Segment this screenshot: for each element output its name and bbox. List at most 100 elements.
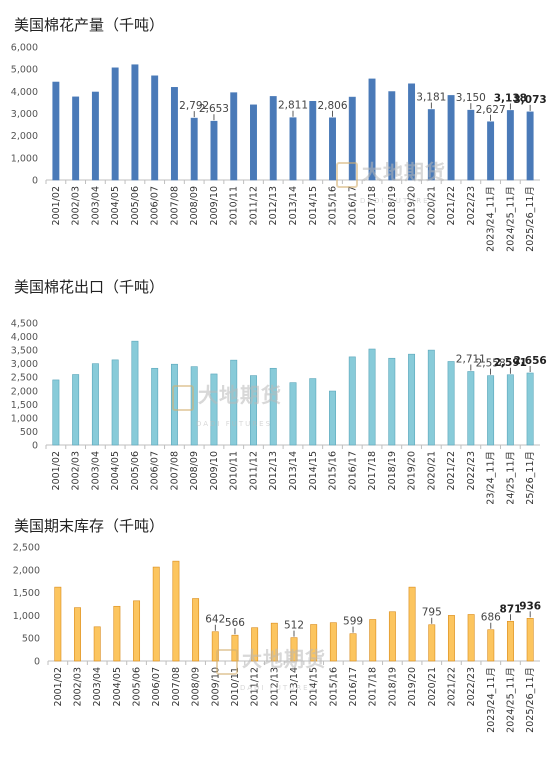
x-tick-label: 2018/19 [387,451,398,490]
watermark-en: DADI FUTURES [240,683,317,692]
bar [250,104,257,181]
y-tick-label: 2,000 [11,386,38,397]
x-tick-label: 2020/21 [426,186,437,225]
x-tick-label: 2015/16 [328,451,339,490]
exports-chart: 0 500 1,000 1,500 2,000 2,500 3,000 3,500 4,000 4… [11,319,547,505]
data-label: 2,656 [514,355,547,367]
bar [111,67,119,181]
bar [487,629,495,662]
y-tick-label: 3,000 [11,109,38,120]
bar [192,598,200,662]
x-tick-label: 2006/07 [150,186,161,225]
y-tick-label: 5,000 [11,65,38,76]
x-tick-label: 2023/24_11月 [486,667,497,733]
y-tick-label: 2,500 [13,543,40,554]
x-tick-label: 2012/13 [268,186,279,225]
bar [52,379,60,446]
x-tick-label: 2022/23 [466,667,477,706]
y-tick-label: 1,000 [13,611,40,622]
x-tick-label: 2016/17 [347,451,358,490]
x-tick-label: 2007/08 [171,667,182,706]
chart-title: 美国期末库存（千吨） [14,517,165,535]
y-tick-label: 0 [32,176,38,187]
bar [408,83,416,181]
bar [190,366,198,446]
watermark-en: DADI FUTURES [360,196,437,205]
data-label: 3,150 [456,92,486,104]
data-label: 936 [519,600,541,612]
watermark-logo-icon [172,384,194,411]
watermark: 大地期货 DADI FUTURES [172,379,282,430]
bar [447,615,455,662]
x-tick-label: 2021/22 [446,667,457,706]
bar [388,357,396,446]
x-tick-label: 2016/17 [348,667,359,706]
x-tick-label: 2019/20 [407,451,418,490]
bar [93,626,101,662]
production-chart: 0 1,000 2,000 3,000 4,000 5,000 6,000 2001/02 20… [11,43,547,252]
data-label: 3,181 [416,91,446,103]
x-tick-label: 2005/06 [132,667,143,706]
data-label: 2,558 [476,358,506,370]
x-tick-label: 2017/18 [367,451,378,490]
y-tick-label: 500 [22,634,40,645]
x-tick-label: 2010/11 [229,186,240,225]
bar [368,78,376,181]
ending-stocks-chart: 0 500 1,000 1,500 2,000 2,500 2001/02 2002/03 20… [13,543,541,733]
y-tick-label: 4,000 [11,87,38,98]
bar [211,631,219,662]
x-tick-label: 2014/15 [309,667,320,706]
chart-title: 美国棉花出口（千吨） [14,278,165,296]
bar [447,95,455,181]
bar [447,361,455,446]
y-tick-label: 4,000 [11,332,38,343]
data-label: 2,711 [456,354,486,366]
watermark-en: DADI FUTURES [196,419,273,428]
chart-panel-ending-stocks: 美国期末库存（千吨） 0 500 1,000 1,500 2,000 2,500 2001/… [0,505,550,763]
bar [210,120,218,181]
x-tick-label: 25/26_11月 [525,451,536,505]
bar [91,363,99,446]
x-tick-label: 2011/12 [248,186,259,225]
x-tick-label: 2002/03 [71,186,82,225]
x-tick-label: 23/24_11月 [486,451,497,505]
y-tick-label: 2,000 [11,131,38,142]
bar [427,109,435,181]
bar [329,117,336,181]
y-tick-label: 1,500 [11,400,38,411]
bar [427,349,435,446]
data-label: 871 [500,603,522,615]
x-tick-label: 2023/24_11月 [486,186,497,252]
bar [487,375,495,446]
bar [329,390,336,446]
y-tick-label: 6,000 [11,43,38,54]
watermark: 大地期货 DADI FUTURES [336,156,446,207]
bar [329,622,337,662]
x-tick-label: 2013/14 [288,451,299,490]
watermark-logo-icon [216,648,238,675]
x-tick-label: 2018/19 [387,667,398,706]
data-label: 642 [205,614,225,626]
bar [113,605,121,662]
x-tick-label: 2019/20 [407,186,418,225]
x-tick-label: 2001/02 [51,451,62,490]
bar [349,633,357,662]
bar [54,586,62,662]
y-tick-label: 4,500 [11,319,38,330]
bar [310,624,318,662]
x-tick-label: 2008/09 [189,451,200,490]
bar [368,348,376,446]
x-tick-label: 2010/11 [230,667,241,706]
x-tick-label: 2022/23 [466,186,477,225]
x-tick-label: 2009/10 [210,667,221,706]
x-tick-label: 2003/04 [90,451,101,490]
bar [388,611,396,662]
bar [388,91,396,181]
bar [210,373,218,446]
data-label: 795 [422,607,442,619]
y-tick-label: 0 [34,657,40,668]
bar [507,620,514,662]
bar [309,378,317,446]
x-tick-label: 2008/09 [191,667,202,706]
x-tick-label: 2016/17 [347,186,358,225]
